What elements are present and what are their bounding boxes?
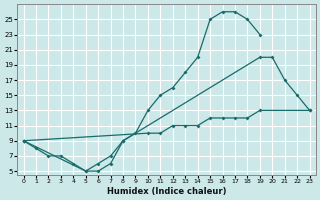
X-axis label: Humidex (Indice chaleur): Humidex (Indice chaleur) xyxy=(107,187,226,196)
